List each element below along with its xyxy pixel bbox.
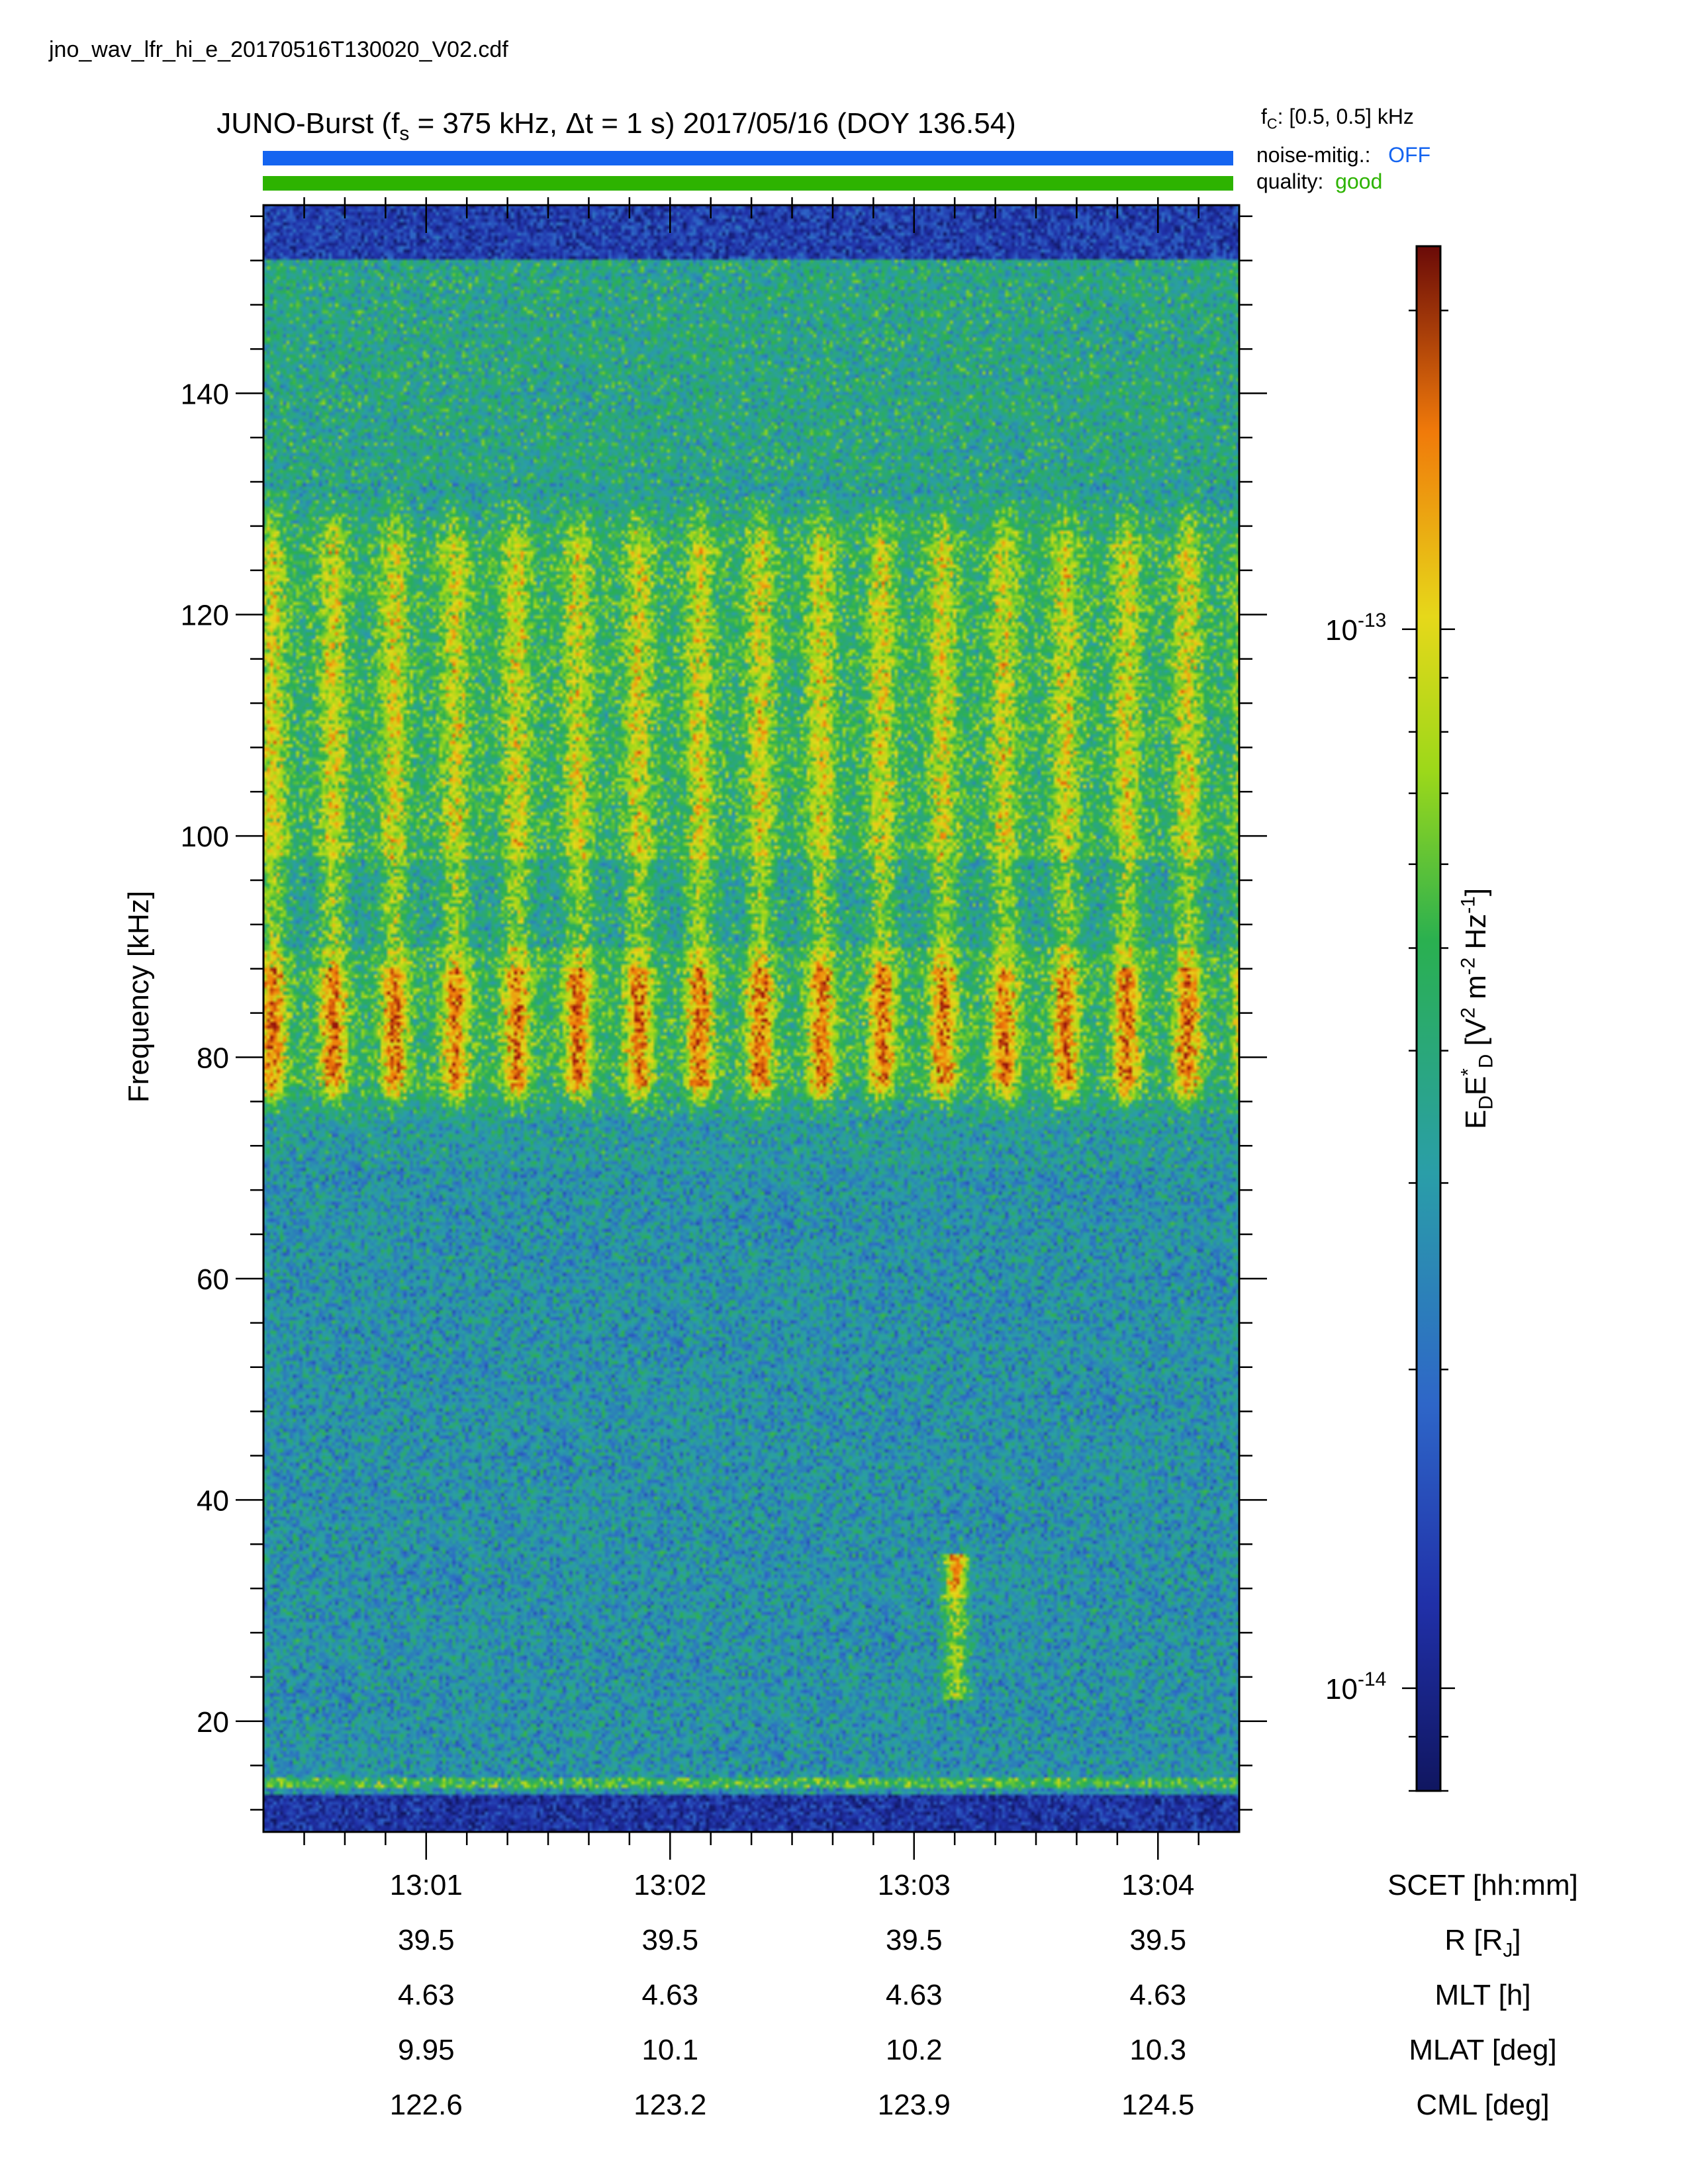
chart-title: JUNO-Burst (fs = 375 kHz, Δt = 1 s) 2017… — [0, 107, 1233, 145]
ephemeris-value: 10.2 — [885, 2034, 943, 2066]
x-tick-label: 13:02 — [633, 1869, 707, 1901]
colorbar — [1415, 245, 1442, 1792]
cb-label-star: * — [1457, 1068, 1479, 1076]
fc-text: : [0.5, 0.5] kHz — [1277, 105, 1414, 128]
cb-label-m: m — [1459, 975, 1492, 1008]
ephemeris-value: 10.1 — [641, 2034, 699, 2066]
quality-bar — [263, 176, 1233, 191]
x-axis-ticks — [303, 197, 1199, 1860]
y-tick-label: 140 — [181, 378, 229, 410]
cb-label-hz: Hz — [1459, 913, 1492, 958]
ephemeris-value: 122.6 — [389, 2089, 463, 2121]
heatmap-image — [263, 205, 1239, 1832]
ephemeris-value: 4.63 — [885, 1979, 943, 2011]
colorbar-label: EDE*D [V2 m-2 Hz-1] — [1458, 888, 1498, 1129]
cb-tick-label: 10-14 — [1325, 1668, 1386, 1706]
quality-label: quality: — [1256, 169, 1324, 193]
fc-label: fC: [0.5, 0.5] kHz — [1261, 105, 1414, 133]
y-tick-label: 80 — [197, 1042, 229, 1075]
y-tick-label: 100 — [181, 821, 229, 853]
y-tick-label: 60 — [197, 1263, 229, 1296]
y-axis-ticks: 20 40 60 80 100 120 140 — [181, 215, 1267, 1811]
ephemeris-value: 123.2 — [633, 2089, 707, 2121]
ephemeris-value: 39.5 — [641, 1924, 699, 1956]
title-fs-subscript: s — [399, 122, 410, 145]
x-tick-label: 13:01 — [389, 1869, 463, 1901]
ephemeris-row-label: MLAT [deg] — [1409, 2034, 1557, 2066]
scet-axis-label: SCET [hh:mm] — [1387, 1869, 1578, 1901]
cb-tick-exponent: -14 — [1358, 1668, 1386, 1690]
file-name: jno_wav_lfr_hi_e_20170516T130020_V02.cdf — [49, 37, 508, 62]
ephemeris-row-label: MLT [h] — [1434, 1979, 1531, 2011]
spectrogram-heatmap — [263, 205, 1239, 1832]
ephemeris-value: 4.63 — [397, 1979, 455, 2011]
x-tick-label: 13:04 — [1121, 1869, 1195, 1901]
title-prefix: JUNO-Burst (f — [216, 107, 400, 140]
noise-mitig-label: noise-mitig.: — [1256, 143, 1371, 167]
noise-mitigation-bar — [263, 151, 1233, 165]
quality-value: good — [1335, 169, 1383, 193]
quality-status: quality: good — [1256, 169, 1382, 194]
noise-mitig-value: OFF — [1388, 143, 1431, 167]
cb-label-exp2: 2 — [1457, 1007, 1479, 1019]
fc-subscript: C — [1266, 115, 1278, 132]
ephemeris-value: 124.5 — [1121, 2089, 1195, 2121]
cb-tick-exponent: -13 — [1358, 610, 1386, 631]
cb-label-d2: D — [1475, 1054, 1497, 1069]
x-tick-label: 13:03 — [877, 1869, 951, 1901]
y-tick-label: 20 — [197, 1706, 229, 1739]
cb-label-e1: E — [1459, 1109, 1492, 1130]
cb-label-expm2: -2 — [1457, 957, 1479, 976]
ephemeris-value: 4.63 — [1129, 1979, 1187, 2011]
cb-label-expm1: -1 — [1457, 896, 1479, 914]
cb-label-close: ] — [1459, 887, 1492, 897]
noise-mitigation-status: noise-mitig.: OFF — [1256, 143, 1430, 167]
cb-tick-label: 10-13 — [1325, 610, 1386, 647]
ephemeris-value: 39.5 — [885, 1924, 943, 1956]
ephemeris-value: 39.5 — [397, 1924, 455, 1956]
ephemeris-row-label: R [RJ] — [1444, 1924, 1521, 1962]
ephemeris-row-label: CML [deg] — [1416, 2089, 1550, 2121]
y-tick-label: 40 — [197, 1484, 229, 1517]
ephemeris-value: 123.9 — [877, 2089, 951, 2121]
y-tick-label: 120 — [181, 600, 229, 632]
ephemeris-value: 9.95 — [397, 2034, 455, 2066]
ephemeris-value: 39.5 — [1129, 1924, 1187, 1956]
ephemeris-value: 10.3 — [1129, 2034, 1187, 2066]
title-text: = 375 kHz, Δt = 1 s) 2017/05/16 (DOY 136… — [409, 107, 1016, 140]
fc-symbol: f — [1261, 105, 1267, 128]
y-axis-label: Frequency [kHz] — [122, 890, 155, 1103]
colorbar-ticks: 10-13 10-14 — [1325, 309, 1455, 1792]
ephemeris-value: 4.63 — [641, 1979, 699, 2011]
cb-label-v: [V — [1459, 1018, 1492, 1054]
cb-label-d1: D — [1475, 1095, 1497, 1110]
cb-label-e2: E — [1459, 1075, 1492, 1096]
